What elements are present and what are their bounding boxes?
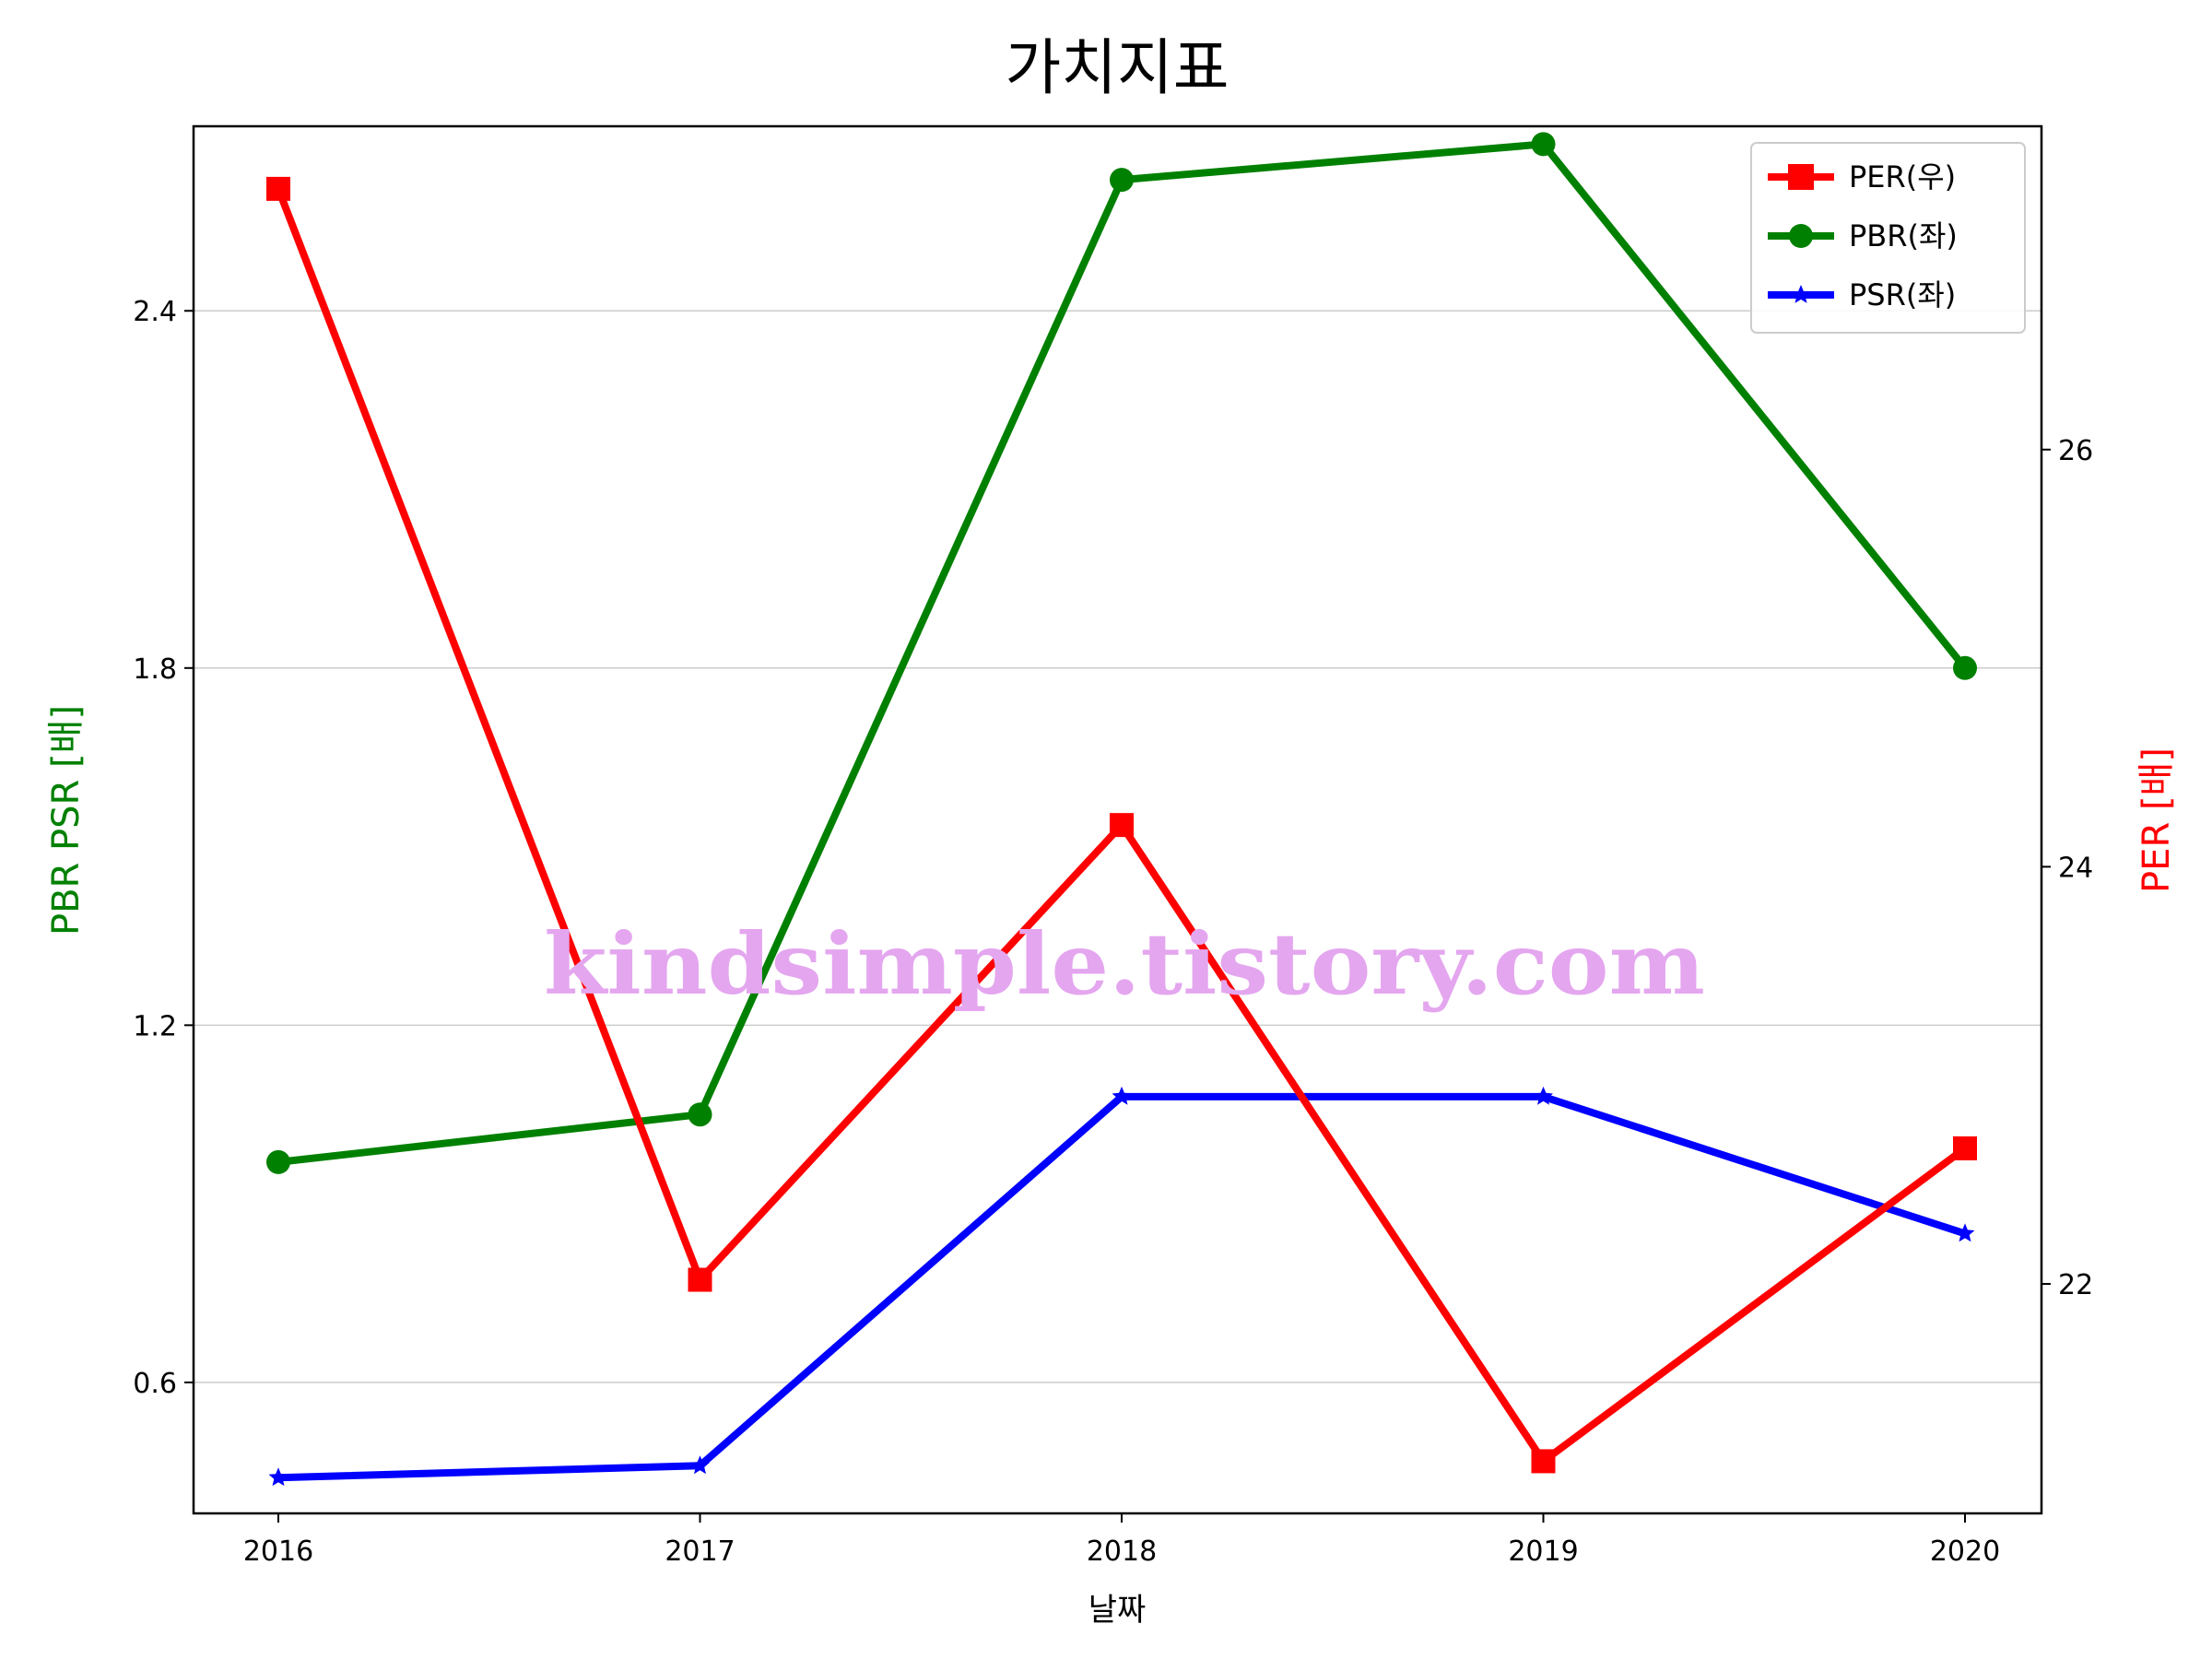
right-y-tick-label: 22	[2058, 1269, 2093, 1301]
grid-lines	[194, 310, 2041, 1383]
right-y-tick-label: 24	[2058, 852, 2093, 884]
data-point-psr	[1534, 1086, 1553, 1105]
data-point-pbr	[688, 1102, 712, 1127]
series-psr	[268, 1086, 1975, 1487]
left-y-tick-label: 1.8	[133, 653, 177, 686]
x-axis: 2016 2017 2018 2019 2020	[243, 1513, 2000, 1568]
legend-label-per: PER(우)	[1849, 159, 1956, 194]
x-tick-label: 2016	[243, 1535, 313, 1568]
x-tick-label: 2017	[665, 1535, 735, 1568]
legend-box	[1750, 142, 2026, 334]
right-y-axis: 22 24 26	[2041, 435, 2093, 1301]
chart-title: 가치지표	[1006, 32, 1230, 103]
left-y-tick-label: 2.4	[133, 296, 177, 328]
data-point-psr	[1112, 1086, 1132, 1105]
x-tick-label: 2020	[1930, 1535, 2000, 1568]
right-y-axis-label: PER [배]	[2136, 747, 2178, 893]
series-per	[266, 176, 1977, 1474]
left-y-axis-label: PBR PSR [배]	[45, 705, 88, 935]
x-tick-label: 2019	[1508, 1535, 1578, 1568]
left-y-axis: 0.6 1.2 1.8 2.4	[133, 296, 194, 1400]
series-pbr	[266, 132, 1977, 1174]
x-tick-label: 2018	[1087, 1535, 1157, 1568]
data-point-psr	[690, 1455, 710, 1475]
data-point-pbr	[1953, 655, 1977, 680]
legend: PER(우) PBR(좌) PSR(좌)	[1750, 142, 2026, 334]
legend-marker-psr	[1791, 285, 1811, 303]
right-y-tick-label: 26	[2058, 435, 2093, 467]
series-layer	[266, 132, 1977, 1487]
data-point-pbr	[1531, 132, 1556, 157]
data-point-per	[1531, 1449, 1556, 1474]
watermark-text: kindsimple.tistory.com	[544, 914, 1705, 1014]
data-point-psr	[268, 1467, 288, 1487]
left-y-tick-label: 1.2	[133, 1010, 177, 1042]
data-point-per	[688, 1267, 712, 1292]
data-point-per	[1953, 1135, 1977, 1160]
data-point-pbr	[266, 1149, 290, 1174]
series-line-psr	[277, 1092, 1967, 1482]
legend-marker-pbr	[1789, 224, 1813, 248]
data-point-pbr	[1110, 168, 1134, 193]
x-axis-label: 날짜	[1088, 1592, 1147, 1629]
left-y-tick-label: 0.6	[133, 1368, 177, 1400]
data-point-per	[1110, 813, 1134, 838]
legend-label-pbr: PBR(좌)	[1849, 218, 1958, 253]
data-point-per	[266, 176, 290, 201]
legend-marker-per	[1788, 164, 1814, 190]
data-point-psr	[1955, 1223, 1975, 1242]
legend-label-psr: PSR(좌)	[1849, 277, 1956, 312]
plot-area-frame	[192, 124, 2043, 1515]
